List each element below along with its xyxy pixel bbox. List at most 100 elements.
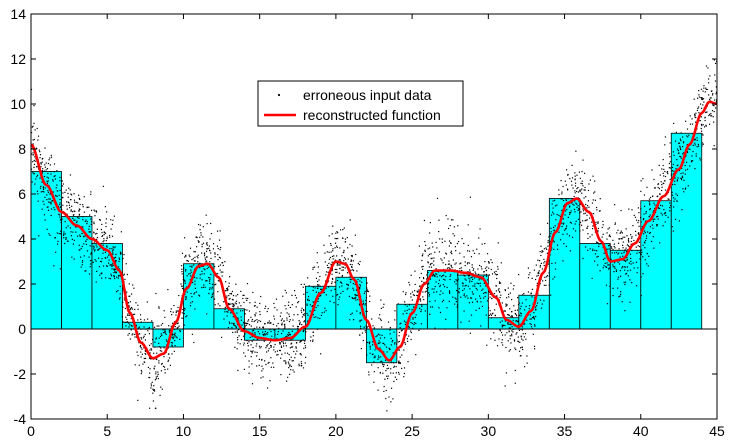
scatter-point <box>410 331 412 334</box>
scatter-point <box>632 224 634 227</box>
scatter-point <box>602 267 604 269</box>
scatter-point <box>143 347 145 349</box>
scatter-point <box>266 333 268 335</box>
scatter-point <box>617 276 620 278</box>
scatter-point <box>430 253 432 255</box>
scatter-point <box>577 187 579 189</box>
scatter-point <box>270 357 272 359</box>
scatter-point <box>286 335 288 337</box>
scatter-point <box>101 235 103 238</box>
scatter-point <box>210 257 212 260</box>
scatter-point <box>337 232 339 234</box>
scatter-point <box>612 264 614 266</box>
scatter-point <box>449 268 451 270</box>
scatter-point <box>262 333 264 336</box>
scatter-point <box>43 214 46 216</box>
scatter-point <box>597 242 599 244</box>
scatter-point <box>83 211 86 213</box>
scatter-point <box>412 294 415 296</box>
scatter-point <box>389 329 391 331</box>
scatter-point <box>554 199 556 201</box>
scatter-point <box>377 342 379 344</box>
scatter-point <box>48 233 50 235</box>
scatter-point <box>106 237 108 240</box>
scatter-point <box>251 352 253 354</box>
scatter-point <box>83 255 85 257</box>
scatter-point <box>248 372 250 374</box>
scatter-point <box>143 335 145 337</box>
scatter-point <box>189 265 191 267</box>
scatter-point <box>114 271 116 273</box>
scatter-point <box>165 339 167 341</box>
scatter-point <box>119 275 121 277</box>
scatter-point <box>496 277 498 280</box>
scatter-point <box>299 340 302 343</box>
scatter-point <box>33 138 35 141</box>
scatter-point <box>351 297 354 299</box>
scatter-point <box>242 297 244 300</box>
scatter-point <box>702 134 704 136</box>
scatter-point <box>657 218 659 220</box>
scatter-point <box>637 232 639 235</box>
scatter-point <box>701 97 703 99</box>
scatter-point <box>174 340 176 342</box>
scatter-point <box>457 240 460 243</box>
scatter-point <box>137 308 139 310</box>
scatter-point <box>652 218 654 220</box>
scatter-point <box>366 282 368 284</box>
scatter-point <box>39 157 41 159</box>
scatter-point <box>387 367 390 369</box>
scatter-point <box>582 257 584 260</box>
scatter-point <box>394 376 396 378</box>
scatter-point <box>626 244 629 246</box>
scatter-point <box>448 263 451 265</box>
scatter-point <box>73 258 75 260</box>
scatter-point <box>288 367 290 369</box>
scatter-point <box>138 326 141 328</box>
scatter-point <box>113 277 116 280</box>
scatter-point <box>124 321 126 323</box>
scatter-point <box>488 314 490 317</box>
scatter-point <box>114 256 117 258</box>
scatter-point <box>60 221 62 224</box>
scatter-point <box>328 267 330 269</box>
scatter-point <box>714 74 716 76</box>
scatter-point <box>470 297 473 299</box>
scatter-point <box>336 264 338 266</box>
scatter-point <box>71 238 73 240</box>
scatter-point <box>471 291 473 293</box>
scatter-point <box>499 291 501 293</box>
scatter-point <box>128 305 130 307</box>
scatter-point <box>502 324 505 327</box>
scatter-point <box>231 327 233 329</box>
scatter-point <box>91 242 93 244</box>
scatter-point <box>439 238 441 240</box>
scatter-point <box>237 293 239 296</box>
scatter-point <box>380 356 382 358</box>
scatter-point <box>669 202 671 204</box>
scatter-point <box>463 294 465 297</box>
scatter-point <box>613 245 615 248</box>
scatter-point <box>507 313 509 316</box>
scatter-point <box>246 299 248 302</box>
scatter-point <box>406 338 408 340</box>
scatter-point <box>129 301 132 303</box>
scatter-point <box>50 214 52 217</box>
scatter-point <box>539 266 541 268</box>
scatter-point <box>111 250 114 252</box>
scatter-point <box>252 332 254 334</box>
scatter-point <box>689 148 691 150</box>
scatter-point <box>673 154 675 156</box>
scatter-point <box>464 278 466 280</box>
scatter-point <box>180 283 182 285</box>
scatter-point <box>549 254 551 256</box>
scatter-point <box>267 331 269 334</box>
scatter-point <box>571 164 573 167</box>
scatter-point <box>236 336 239 339</box>
scatter-point <box>633 267 635 269</box>
scatter-point <box>564 180 566 182</box>
scatter-point <box>175 336 177 338</box>
scatter-point <box>35 178 37 180</box>
scatter-point <box>270 346 272 348</box>
scatter-point <box>639 216 642 219</box>
